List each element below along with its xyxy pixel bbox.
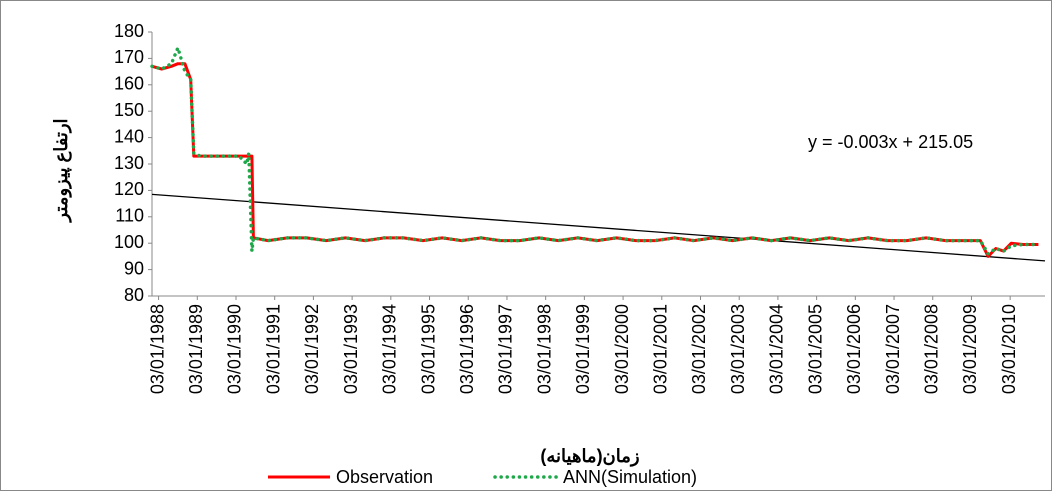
x-tick-label: 03/01/1991	[263, 304, 283, 394]
x-tick-label: 03/01/1999	[573, 304, 593, 394]
x-tick-label: 03/01/2000	[612, 304, 632, 394]
x-tick-label: 03/01/1989	[186, 304, 206, 394]
x-tick-label: 03/01/2006	[844, 304, 864, 394]
legend-label: Observation	[336, 467, 433, 487]
x-tick-label: 03/01/1997	[496, 304, 516, 394]
x-tick-label: 03/01/1990	[225, 304, 245, 394]
x-tick-label: 03/01/2001	[651, 304, 671, 394]
legend-label: ANN(Simulation)	[563, 467, 697, 487]
x-tick-label: 03/01/2009	[960, 304, 980, 394]
x-tick-label: 03/01/1992	[302, 304, 322, 394]
y-tick-label: 140	[114, 126, 144, 146]
series-line	[150, 46, 1041, 256]
x-tick-label: 03/01/2004	[767, 304, 787, 394]
trendline-equation: y = -0.003x + 215.05	[808, 132, 973, 152]
y-tick-label: 160	[114, 74, 144, 94]
x-axis-title: زمان(ماهیانه)	[540, 446, 639, 467]
y-tick-label: 130	[114, 153, 144, 173]
y-tick-label: 100	[114, 232, 144, 252]
x-tick-label: 03/01/1988	[147, 304, 167, 394]
x-tick-label: 03/01/1995	[418, 304, 438, 394]
y-tick-label: 150	[114, 100, 144, 120]
x-tick-label: 03/01/1998	[534, 304, 554, 394]
x-tick-label: 03/01/2002	[689, 304, 709, 394]
x-tick-label: 03/01/1996	[457, 304, 477, 394]
x-tick-label: 03/01/2008	[921, 304, 941, 394]
y-tick-label: 180	[114, 21, 144, 41]
y-tick-label: 80	[124, 285, 144, 305]
y-axis-title: ارتفاع پیزومتر	[51, 118, 72, 223]
x-tick-label: 03/01/2003	[728, 304, 748, 394]
x-tick-label: 03/01/2005	[805, 304, 825, 394]
x-tick-label: 03/01/2010	[999, 304, 1019, 394]
y-tick-label: 110	[115, 206, 144, 226]
y-tick-label: 120	[114, 179, 144, 199]
y-tick-label: 170	[114, 47, 144, 67]
x-tick-label: 03/01/1993	[341, 304, 361, 394]
x-tick-label: 03/01/2007	[883, 304, 903, 394]
y-tick-label: 90	[124, 258, 144, 278]
x-tick-label: 03/01/1994	[380, 304, 400, 394]
trendline	[151, 193, 1046, 262]
